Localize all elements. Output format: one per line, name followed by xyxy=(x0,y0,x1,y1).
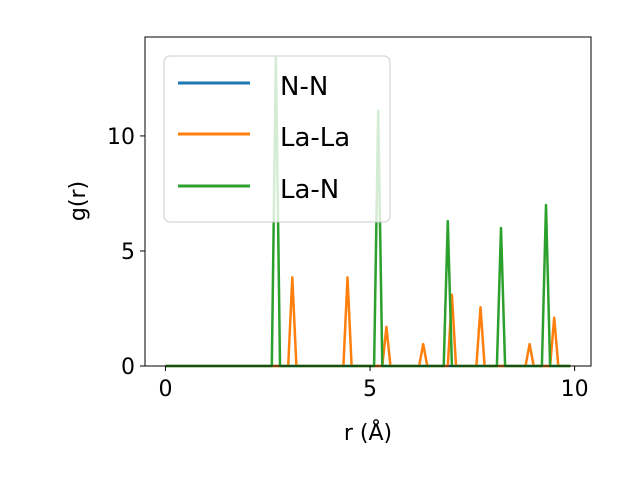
x-tick-label: 10 xyxy=(561,377,589,402)
series-line-la-n xyxy=(165,56,571,368)
legend-label-la-n: La-N xyxy=(280,175,339,205)
legend: N-N La-La La-N xyxy=(163,55,391,223)
y-tick-label: 10 xyxy=(107,125,135,150)
y-axis-label: g(r) xyxy=(66,181,91,221)
x-tick-label: 0 xyxy=(158,377,172,402)
legend-frame xyxy=(163,55,391,223)
plot-frame xyxy=(144,36,592,367)
legend-label-n-n: N-N xyxy=(280,72,328,102)
y-tick-label: 5 xyxy=(121,240,135,265)
ticks: 0 5 10 0 5 10 xyxy=(107,125,589,402)
axes xyxy=(144,36,592,367)
legend-label-la-la: La-La xyxy=(280,123,350,153)
series-line-la-la xyxy=(165,276,571,368)
x-axis-label: r (Å) xyxy=(344,419,392,446)
x-tick-label: 5 xyxy=(363,377,377,402)
y-tick-label: 0 xyxy=(121,355,135,380)
